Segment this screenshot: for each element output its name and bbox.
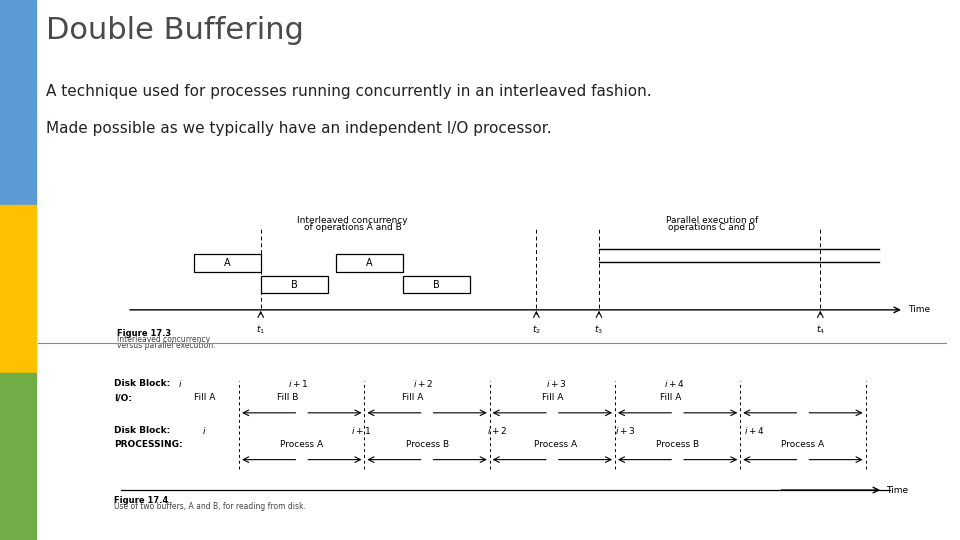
Text: Disk Block:: Disk Block: [114,379,170,388]
Text: $t_3$: $t_3$ [594,324,604,336]
Text: Figure 17.4: Figure 17.4 [114,496,168,505]
Text: Process A: Process A [535,440,577,449]
Text: Interleaved concurrency: Interleaved concurrency [117,335,210,344]
Text: $i+3$: $i+3$ [545,378,566,389]
Bar [403,276,469,293]
Text: Process B: Process B [656,440,699,449]
Text: $i+4$: $i+4$ [744,425,764,436]
Text: Fill A: Fill A [402,393,424,402]
Text: Fill B: Fill B [277,393,299,402]
Bar [194,254,261,272]
Text: operations C and D: operations C and D [668,222,756,232]
Text: Fill A: Fill A [660,393,682,402]
Text: Use of two buffers, A and B, for reading from disk.: Use of two buffers, A and B, for reading… [114,502,305,511]
Text: I/O:: I/O: [114,393,132,402]
Text: $i+4$: $i+4$ [663,378,684,389]
Text: $i+1$: $i+1$ [350,425,372,436]
Text: Fill A: Fill A [194,393,215,402]
Text: PROCESSING:: PROCESSING: [114,440,182,449]
Text: Interleaved concurrency: Interleaved concurrency [298,216,408,225]
Text: Process A: Process A [781,440,825,449]
Text: B: B [433,280,440,289]
Text: A: A [224,258,230,268]
Text: A: A [366,258,372,268]
Text: Disk Block:: Disk Block: [114,426,170,435]
Text: $i$: $i$ [203,425,206,436]
Text: Fill A: Fill A [541,393,564,402]
Text: of operations A and B: of operations A and B [303,222,401,232]
Text: $t_4$: $t_4$ [816,324,825,336]
Text: Made possible as we typically have an independent I/O processor.: Made possible as we typically have an in… [46,122,552,137]
Text: $i$: $i$ [178,378,182,389]
Text: versus parallel execution.: versus parallel execution. [117,341,216,350]
Text: $t_1$: $t_1$ [256,324,265,336]
Text: A technique used for processes running concurrently in an interleaved fashion.: A technique used for processes running c… [46,84,652,99]
Text: $i+2$: $i+2$ [487,425,507,436]
Text: B: B [291,280,298,289]
Text: $i+3$: $i+3$ [615,425,636,436]
Text: Double Buffering: Double Buffering [46,16,304,45]
Text: $i+2$: $i+2$ [414,378,434,389]
Bar [336,254,403,272]
Text: $i+1$: $i+1$ [288,378,308,389]
Text: Process A: Process A [280,440,324,449]
Text: Time: Time [908,305,930,314]
Text: Parallel execution of: Parallel execution of [665,216,757,225]
Text: Figure 17.3: Figure 17.3 [117,329,171,338]
Text: Time: Time [886,485,908,495]
Text: $t_2$: $t_2$ [532,324,540,336]
Text: Process B: Process B [405,440,448,449]
Bar [261,276,327,293]
